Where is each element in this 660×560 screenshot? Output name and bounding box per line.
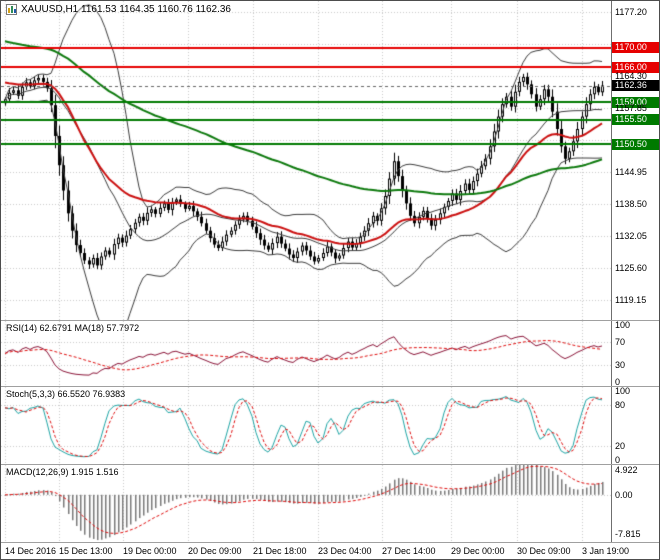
price-axis-label: 1164.30 bbox=[615, 70, 647, 81]
stochastic-chart-canvas[interactable] bbox=[1, 387, 611, 464]
time-axis-label: 20 Dec 09:00 bbox=[188, 546, 242, 556]
time-axis-label: 27 Dec 14:00 bbox=[382, 546, 436, 556]
price-axis-label: 1157.85 bbox=[615, 102, 647, 113]
price-axis-label: 1138.50 bbox=[615, 198, 647, 209]
main-chart-plot: XAUUSD,H1 1161.53 1164.35 1160.76 1162.3… bbox=[1, 1, 611, 320]
price-axis-label: 1177.20 bbox=[615, 6, 647, 17]
level-price-label: 1155.50 bbox=[612, 114, 659, 126]
indicator-axis-label: 4.922 bbox=[615, 465, 638, 476]
price-axis[interactable]: 1177.20 1170.00 1166.00 1164.30 1162.36 1159.… bbox=[611, 1, 659, 320]
current-price-label: 1162.36 bbox=[612, 80, 659, 92]
time-axis-label: 14 Dec 2016 bbox=[5, 546, 57, 556]
time-axis-label: 23 Dec 04:00 bbox=[318, 546, 372, 556]
stochastic-plot: Stoch(5,3,3) 66.5520 76.9383 bbox=[1, 387, 611, 464]
indicator-axis-label: 80 bbox=[615, 399, 626, 410]
macd-axis[interactable]: 4.922 0.00 -7.815 bbox=[611, 465, 659, 542]
level-price-label: 1170.00 bbox=[612, 42, 659, 54]
indicator-axis-label: 0.00 bbox=[615, 489, 633, 500]
time-axis-label: 3 Jan 19:00 bbox=[582, 546, 630, 556]
time-axis-label: 30 Dec 09:00 bbox=[517, 546, 571, 556]
price-axis-label: 1125.60 bbox=[615, 262, 647, 273]
indicator-axis-label: 20 bbox=[615, 441, 626, 452]
macd-panel-row: MACD(12,26,9) 1.915 1.516 4.922 0.00 -7.81… bbox=[1, 465, 659, 543]
rsi-chart-canvas[interactable] bbox=[1, 321, 611, 386]
macd-plot: MACD(12,26,9) 1.915 1.516 bbox=[1, 465, 611, 542]
indicator-axis-label: 70 bbox=[615, 337, 626, 348]
stochastic-axis[interactable]: 100 80 20 0 bbox=[611, 387, 659, 464]
indicator-axis-label: 0 bbox=[615, 376, 621, 386]
level-price-label: 1150.50 bbox=[612, 138, 659, 150]
indicator-axis-label: 100 bbox=[615, 387, 631, 397]
main-chart-row: XAUUSD,H1 1161.53 1164.35 1160.76 1162.3… bbox=[1, 1, 659, 321]
stochastic-panel-row: Stoch(5,3,3) 66.5520 76.9383 100 80 20 0 bbox=[1, 387, 659, 465]
rsi-panel-row: RSI(14) 62.6791 MA(18) 57.7972 100 70 30 0 bbox=[1, 321, 659, 387]
candlestick-chart-canvas[interactable] bbox=[1, 1, 611, 320]
time-axis-label: 29 Dec 00:00 bbox=[451, 546, 505, 556]
level-price-label: 1166.00 bbox=[612, 61, 659, 73]
indicator-axis-label: 30 bbox=[615, 359, 626, 370]
macd-chart-canvas[interactable] bbox=[1, 465, 611, 542]
indicator-axis-label: -7.815 bbox=[615, 528, 641, 539]
price-axis-label: 1119.15 bbox=[615, 294, 647, 305]
time-axis-label: 19 Dec 00:00 bbox=[123, 546, 177, 556]
rsi-axis[interactable]: 100 70 30 0 bbox=[611, 321, 659, 386]
indicator-axis-label: 0 bbox=[615, 454, 621, 464]
rsi-plot: RSI(14) 62.6791 MA(18) 57.7972 bbox=[1, 321, 611, 386]
time-axis-label: 15 Dec 13:00 bbox=[59, 546, 113, 556]
price-axis-label: 1144.95 bbox=[615, 166, 647, 177]
time-axis-label: 21 Dec 18:00 bbox=[253, 546, 307, 556]
price-axis-label: 1132.05 bbox=[615, 230, 647, 241]
level-price-label: 1159.00 bbox=[612, 96, 659, 108]
indicator-axis-label: 100 bbox=[615, 321, 631, 331]
time-axis[interactable]: 14 Dec 2016 15 Dec 13:00 19 Dec 00:00 20 De… bbox=[1, 543, 659, 559]
